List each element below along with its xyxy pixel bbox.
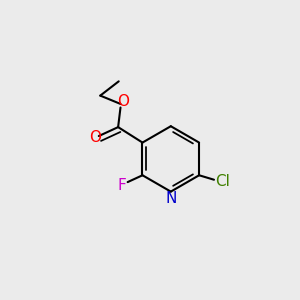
Text: N: N xyxy=(165,191,176,206)
Text: F: F xyxy=(117,178,126,193)
Text: O: O xyxy=(117,94,129,109)
Text: Cl: Cl xyxy=(215,174,230,189)
Text: O: O xyxy=(89,130,101,145)
